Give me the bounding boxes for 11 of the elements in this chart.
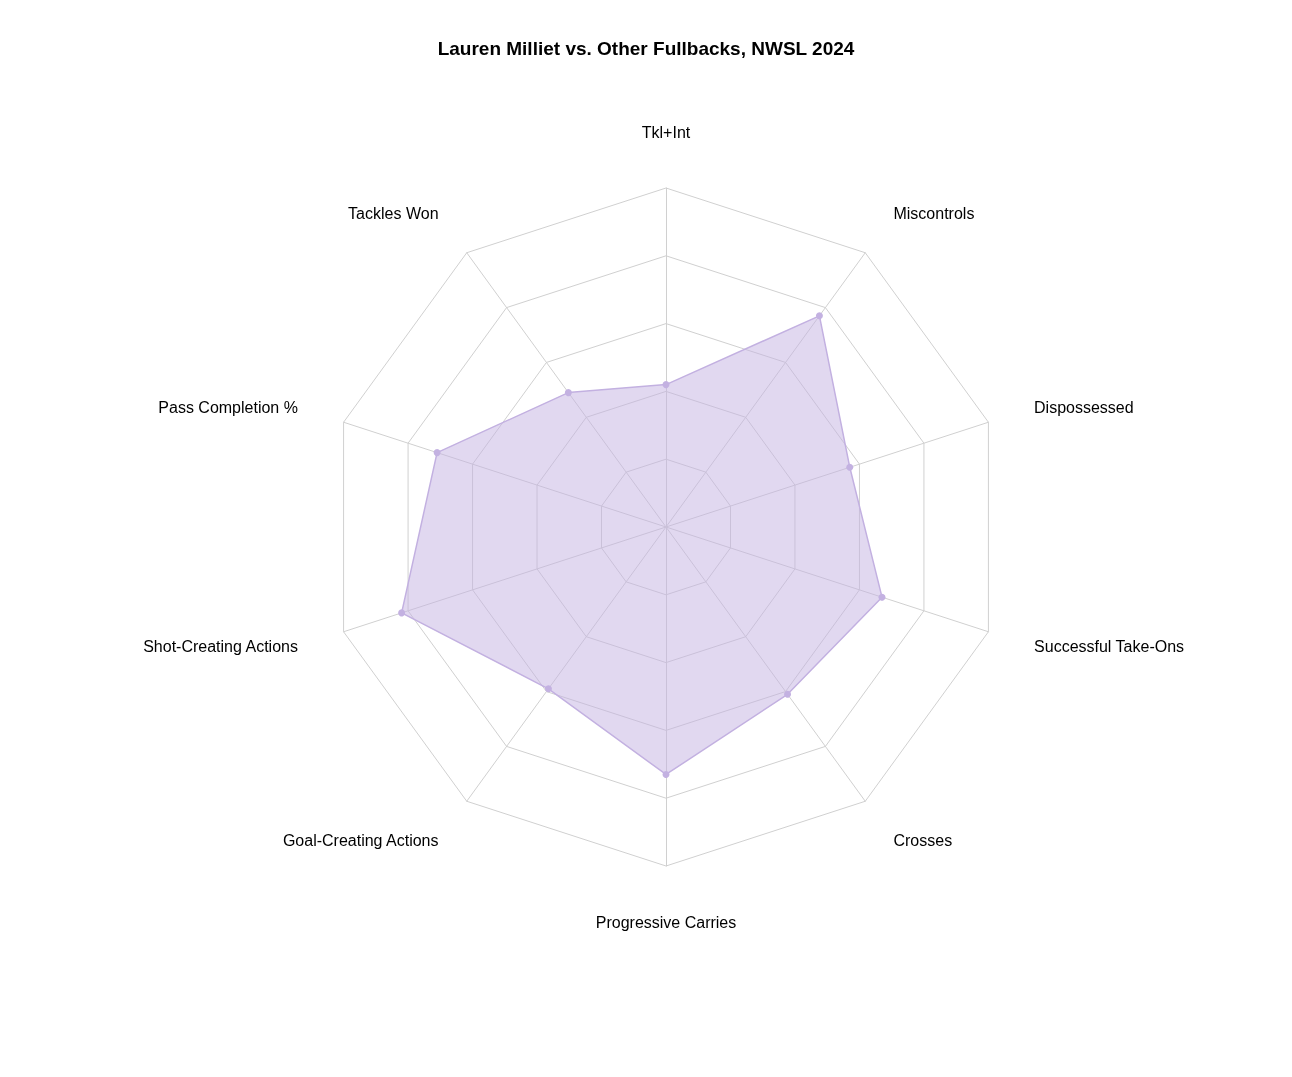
spoke-label: Progressive Carries (595, 913, 737, 931)
spoke-label: Tkl+Int (641, 123, 691, 141)
spoke-label: Pass Completion % (158, 398, 298, 416)
spoke-label: Goal-Creating Actions (282, 831, 439, 849)
spoke-label: Shot-Creating Actions (143, 638, 298, 656)
spoke-label: Dispossessed (1034, 398, 1134, 416)
spoke-label: Miscontrols (893, 205, 975, 223)
spoke-label: Crosses (893, 831, 953, 849)
spoke-label: Successful Take-Ons (1034, 638, 1185, 656)
chart-title: Lauren Milliet vs. Other Fullbacks, NWSL 2024 (437, 38, 855, 59)
spoke-label: Tackles Won (348, 205, 439, 223)
